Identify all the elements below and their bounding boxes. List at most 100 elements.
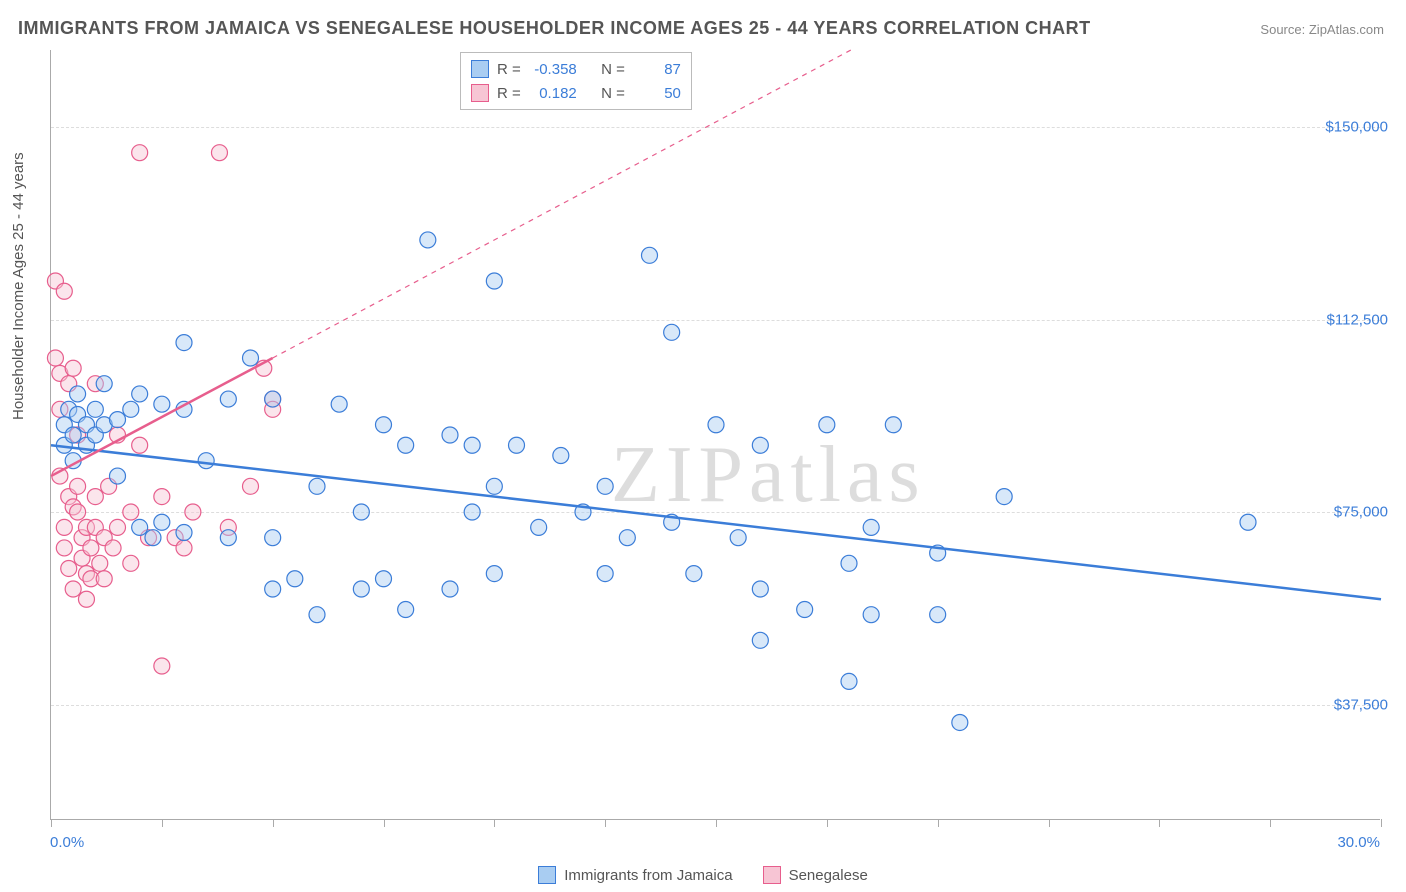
y-axis-label: Householder Income Ages 25 - 44 years (10, 152, 27, 420)
scatter-point (309, 478, 325, 494)
stats-row-senegalese: R = 0.182 N = 50 (471, 81, 681, 105)
scatter-point (398, 437, 414, 453)
xtick (827, 819, 828, 827)
scatter-point (87, 401, 103, 417)
scatter-point (211, 145, 227, 161)
scatter-point (243, 350, 259, 366)
scatter-point (61, 560, 77, 576)
scatter-point (863, 607, 879, 623)
stats-r-value-senegalese: 0.182 (529, 85, 577, 102)
source-link[interactable]: ZipAtlas.com (1309, 22, 1384, 37)
scatter-point (123, 401, 139, 417)
xtick-label: 0.0% (50, 834, 84, 851)
stats-n-value-jamaica: 87 (633, 61, 681, 78)
scatter-point (70, 504, 86, 520)
xtick (494, 819, 495, 827)
scatter-point (265, 581, 281, 597)
stats-r-label: R = (497, 85, 521, 102)
ytick-label: $75,000 (1334, 504, 1388, 521)
scatter-point (176, 335, 192, 351)
scatter-point (145, 530, 161, 546)
scatter-point (996, 489, 1012, 505)
scatter-point (752, 632, 768, 648)
swatch-senegalese-icon (471, 84, 489, 102)
scatter-point (619, 530, 635, 546)
scatter-point (96, 376, 112, 392)
scatter-point (92, 555, 108, 571)
scatter-point (47, 350, 63, 366)
scatter-point (110, 468, 126, 484)
legend-item-jamaica: Immigrants from Jamaica (538, 866, 732, 884)
scatter-point (309, 607, 325, 623)
bottom-legend: Immigrants from Jamaica Senegalese (0, 866, 1406, 884)
scatter-point (198, 453, 214, 469)
scatter-point (65, 581, 81, 597)
scatter-point (287, 571, 303, 587)
xtick (1159, 819, 1160, 827)
scatter-point (442, 427, 458, 443)
scatter-point (486, 566, 502, 582)
scatter-point (819, 417, 835, 433)
scatter-point (70, 478, 86, 494)
scatter-point (56, 283, 72, 299)
scatter-point (642, 247, 658, 263)
scatter-point (730, 530, 746, 546)
scatter-point (123, 504, 139, 520)
scatter-point (863, 519, 879, 535)
scatter-point (154, 489, 170, 505)
scatter-point (752, 581, 768, 597)
scatter-point (65, 360, 81, 376)
scatter-point (398, 602, 414, 618)
scatter-point (220, 530, 236, 546)
scatter-point (78, 591, 94, 607)
scatter-point (841, 555, 857, 571)
scatter-point (331, 396, 347, 412)
xtick-label: 30.0% (1337, 834, 1380, 851)
scatter-point (686, 566, 702, 582)
scatter-point (243, 478, 259, 494)
scatter-point (353, 504, 369, 520)
scatter-point (376, 571, 392, 587)
scatter-point (185, 504, 201, 520)
scatter-point (154, 658, 170, 674)
xtick (1381, 819, 1382, 827)
scatter-point (952, 714, 968, 730)
xtick (51, 819, 52, 827)
scatter-point (486, 478, 502, 494)
xtick (605, 819, 606, 827)
scatter-point (56, 540, 72, 556)
scatter-point (553, 448, 569, 464)
scatter-point (110, 412, 126, 428)
swatch-jamaica-icon (471, 60, 489, 78)
scatter-point (132, 519, 148, 535)
chart-title: IMMIGRANTS FROM JAMAICA VS SENEGALESE HO… (18, 18, 1091, 39)
scatter-point (486, 273, 502, 289)
scatter-point (83, 540, 99, 556)
regression-line (51, 445, 1381, 599)
scatter-point (531, 519, 547, 535)
swatch-senegalese-icon (763, 866, 781, 884)
scatter-point (442, 581, 458, 597)
ytick-label: $150,000 (1325, 119, 1388, 136)
ytick-label: $37,500 (1334, 696, 1388, 713)
scatter-point (265, 530, 281, 546)
xtick (1270, 819, 1271, 827)
scatter-point (132, 437, 148, 453)
swatch-jamaica-icon (538, 866, 556, 884)
scatter-point (597, 566, 613, 582)
source-label: Source: (1260, 22, 1305, 37)
scatter-point (56, 519, 72, 535)
scatter-point (154, 396, 170, 412)
ytick-label: $112,500 (1327, 311, 1388, 328)
scatter-point (123, 555, 139, 571)
scatter-point (664, 324, 680, 340)
scatter-point (220, 391, 236, 407)
scatter-point (353, 581, 369, 597)
scatter-point (376, 417, 392, 433)
legend-label-jamaica: Immigrants from Jamaica (564, 867, 732, 884)
xtick (1049, 819, 1050, 827)
stats-n-label: N = (601, 85, 625, 102)
stats-r-label: R = (497, 61, 521, 78)
scatter-point (509, 437, 525, 453)
stats-n-value-senegalese: 50 (633, 85, 681, 102)
